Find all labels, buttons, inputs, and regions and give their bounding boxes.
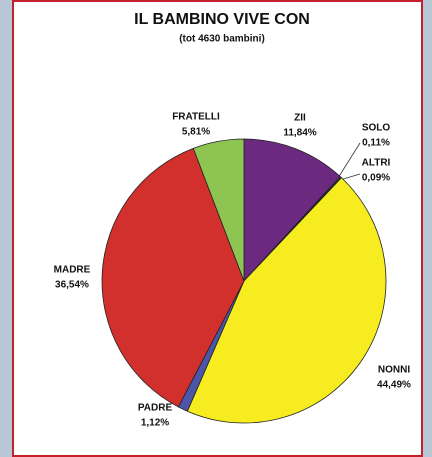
slice-label: PADRE (138, 403, 173, 414)
slice-label: ALTRI (362, 158, 391, 169)
slice-label: SOLO (362, 123, 391, 134)
slice-label: MADRE (54, 265, 91, 276)
chart-title: IL BAMBINO VIVE CON (134, 11, 310, 28)
pie-slice (192, 138, 245, 282)
chart-subtitle: (tot 4630 bambini) (179, 34, 265, 45)
slice-label: NONNI (378, 365, 410, 376)
slice-label: FRATELLI (172, 112, 220, 123)
slice-value-label: 5,81% (182, 127, 210, 138)
slice-value-label: 11,84% (283, 128, 316, 139)
pie-slice (243, 138, 341, 283)
pie-slice (186, 177, 387, 424)
slice-value-label: 0,11% (362, 138, 390, 149)
pie-slice (101, 147, 245, 408)
slice-label: ZII (294, 113, 306, 124)
slice-value-label: 44,49% (377, 380, 411, 391)
slice-value-label: 0,09% (362, 173, 390, 184)
leader-line (337, 142, 361, 179)
slice-value-label: 1,12% (141, 418, 169, 429)
slice-value-label: 36,54% (55, 280, 89, 291)
